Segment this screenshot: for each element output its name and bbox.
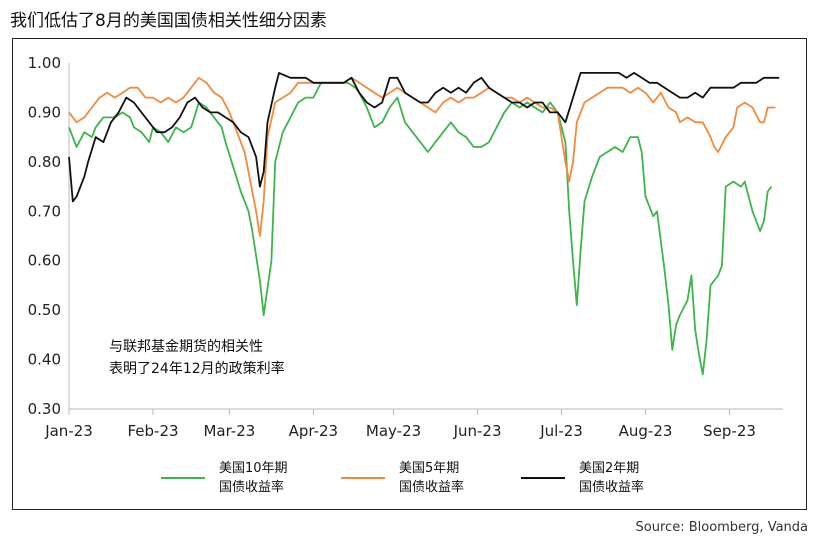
chart-frame: 1.00 0.90 0.80 0.70 0.60 0.50 0.40 0.30 Jan-23 F… xyxy=(12,38,807,510)
legend-label: 美国5年期 xyxy=(399,461,459,476)
x-tick-label: Aug-23 xyxy=(619,422,673,440)
legend-label: 国债收益率 xyxy=(399,479,464,495)
y-tick-label: 0.30 xyxy=(28,400,61,418)
y-tick-label: 0.60 xyxy=(28,252,61,270)
legend-label: 美国2年期 xyxy=(579,461,639,476)
legend-label: 国债收益率 xyxy=(219,479,284,495)
x-tick-label: Jan-23 xyxy=(44,422,93,440)
x-tick-label: Mar-23 xyxy=(203,422,255,440)
page-title: 我们低估了8月的美国国债相关性细分因素 xyxy=(10,11,327,31)
y-tick-label: 0.80 xyxy=(28,153,61,171)
x-tick-label: Jun-23 xyxy=(453,422,502,440)
series-line-2y xyxy=(68,72,780,203)
annotation-line: 与联邦基金期货的相关性 xyxy=(109,338,263,355)
x-tick-label: May-23 xyxy=(366,422,421,440)
y-tick-label: 0.90 xyxy=(28,103,61,121)
series-line-5y xyxy=(68,76,776,237)
x-tick-label: Sep-23 xyxy=(703,422,756,440)
y-tick-label: 0.50 xyxy=(28,301,61,319)
y-axis: 1.00 0.90 0.80 0.70 0.60 0.50 0.40 0.30 xyxy=(28,54,70,418)
line-chart: 1.00 0.90 0.80 0.70 0.60 0.50 0.40 0.30 Jan-23 F… xyxy=(28,54,783,495)
legend-label: 国债收益率 xyxy=(579,479,644,495)
series-layer xyxy=(68,72,780,376)
y-tick-label: 0.70 xyxy=(28,202,61,220)
y-tick-label: 0.40 xyxy=(28,351,61,369)
x-tick-label: Jul-23 xyxy=(539,422,583,440)
legend-label: 美国10年期 xyxy=(219,461,288,476)
series-line-10y xyxy=(68,81,773,376)
y-tick-label: 1.00 xyxy=(28,54,61,72)
source-note: Source: Bloomberg, Vanda xyxy=(635,520,808,535)
x-tick-label: Feb-23 xyxy=(127,422,178,440)
x-axis: Jan-23 Feb-23 Mar-23 Apr-23 May-23 Jun-23 Jul-… xyxy=(44,408,783,440)
x-tick-label: Apr-23 xyxy=(289,422,339,440)
annotation-line: 表明了24年12月的政策利率 xyxy=(109,360,285,377)
